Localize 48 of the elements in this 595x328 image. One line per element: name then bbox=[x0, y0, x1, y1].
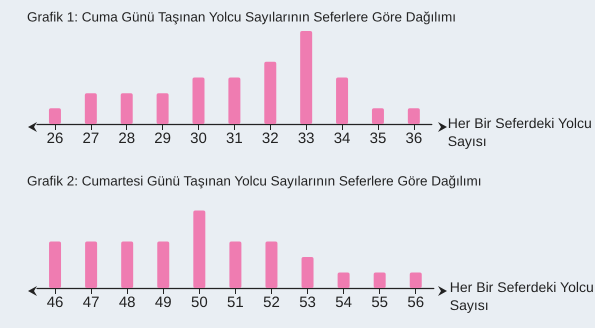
x-tick-label: 49 bbox=[154, 294, 172, 311]
bar bbox=[336, 78, 348, 124]
x-tick-label: 26 bbox=[46, 130, 64, 147]
x-axis-title: Her Bir Seferdeki Yolcu Sayısı bbox=[448, 115, 592, 149]
x-tick-label: 28 bbox=[118, 130, 136, 147]
bar bbox=[193, 210, 206, 288]
chart-title: Grafik 2: Cumartesi Günü Taşınan Yolcu Sayılarının Seferlere Göre Dağılımı bbox=[27, 174, 482, 188]
bar bbox=[374, 272, 386, 288]
bar bbox=[49, 242, 62, 288]
bar bbox=[265, 242, 278, 288]
x-tick-label: 47 bbox=[82, 294, 100, 311]
x-tick-label: 32 bbox=[262, 130, 279, 147]
bar bbox=[85, 242, 98, 288]
x-tick-label: 50 bbox=[190, 294, 208, 311]
bar bbox=[338, 272, 350, 288]
bar bbox=[300, 31, 312, 124]
x-axis-title: Her Bir Seferdeki Yolcu Sayısı bbox=[450, 279, 594, 313]
bar bbox=[372, 108, 384, 124]
chart-title: Grafik 1: Cuma Günü Taşınan Yolcu Sayılarının Seferlere Göre Dağılımı bbox=[27, 10, 456, 24]
x-tick-label: 48 bbox=[118, 294, 136, 311]
x-tick-label: 53 bbox=[299, 294, 316, 311]
x-tick-label: 51 bbox=[227, 294, 244, 311]
bar bbox=[302, 257, 314, 288]
bar bbox=[192, 78, 204, 124]
x-tick-label: 54 bbox=[335, 294, 352, 311]
x-tick-label: 30 bbox=[190, 130, 207, 147]
x-tick-label: 55 bbox=[371, 294, 388, 311]
x-tick-label: 56 bbox=[407, 294, 424, 311]
x-tick-label: 33 bbox=[298, 130, 315, 147]
x-tick-label: 52 bbox=[263, 294, 280, 311]
x-tick-label: 36 bbox=[405, 130, 422, 147]
x-tick-label: 34 bbox=[334, 130, 350, 147]
bar bbox=[229, 242, 242, 288]
bar bbox=[120, 93, 133, 124]
x-tick-label: 46 bbox=[46, 294, 64, 311]
bar bbox=[156, 93, 169, 124]
bar bbox=[48, 108, 61, 124]
bar bbox=[157, 242, 170, 288]
bar bbox=[410, 272, 422, 288]
bar bbox=[84, 93, 97, 124]
bar bbox=[408, 108, 420, 124]
bar bbox=[121, 242, 134, 288]
bar bbox=[228, 78, 240, 124]
x-tick-label: 29 bbox=[154, 130, 171, 147]
bar bbox=[264, 62, 276, 124]
x-tick-label: 27 bbox=[82, 130, 100, 147]
x-tick-label: 35 bbox=[370, 130, 386, 147]
x-tick-label: 31 bbox=[226, 130, 243, 147]
